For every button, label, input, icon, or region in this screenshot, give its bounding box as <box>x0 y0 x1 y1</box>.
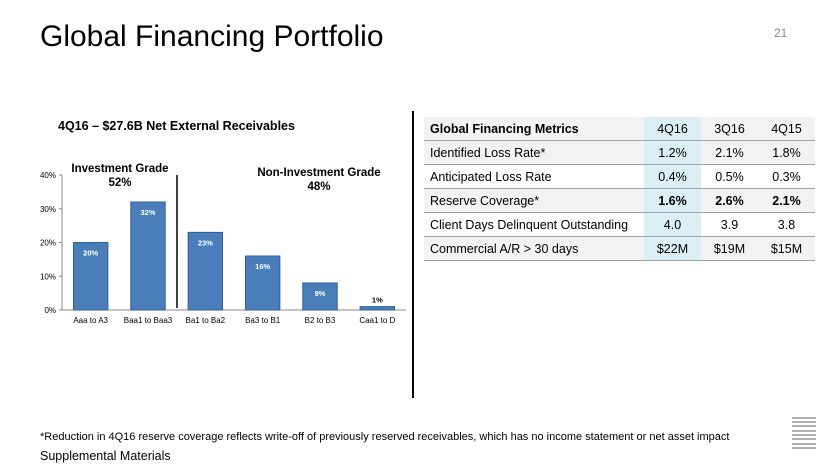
row-label: Commercial A/R > 30 days <box>424 236 644 261</box>
bar <box>302 282 338 311</box>
vertical-divider <box>412 111 414 398</box>
metrics-header-row: Global Financing Metrics 4Q16 3Q16 4Q15 <box>424 117 815 141</box>
chart-title: 4Q16 – $27.6B Net External Receivables <box>58 119 295 133</box>
chart-bars: 20% 32% 23% 16% 8% 1% <box>72 201 396 311</box>
receivables-bar-chart: 0% 10% 20% 30% 40% 20% 32% 23% 16% 8% 1% Aaa to A… <box>40 163 406 325</box>
cell-value: $19M <box>701 236 758 261</box>
bar <box>359 306 396 311</box>
x-tick-label: Caa1 to D <box>359 316 395 325</box>
x-tick-label: Aaa to A3 <box>73 316 108 325</box>
cell-value: 4.0 <box>644 212 701 237</box>
column-header: 3Q16 <box>701 117 758 141</box>
column-header: 4Q15 <box>758 117 815 141</box>
cell-value: 0.5% <box>701 164 758 189</box>
non-investment-grade-label: Non-Investment Grade <box>257 167 380 179</box>
row-label: Identified Loss Rate* <box>424 140 644 165</box>
cell-value: 0.4% <box>644 164 701 189</box>
row-label: Anticipated Loss Rate <box>424 164 644 189</box>
x-tick-label: Ba3 to B1 <box>245 316 281 325</box>
cell-value: 3.8 <box>758 212 815 237</box>
cell-value: 3.9 <box>701 212 758 237</box>
x-tick-label: Baa1 to Baa3 <box>124 316 173 325</box>
bar <box>72 242 109 311</box>
cell-value: 2.1% <box>701 140 758 165</box>
investment-grade-value: 52% <box>108 177 131 189</box>
cell-value: 0.3% <box>758 164 815 189</box>
investment-grade-label: Investment Grade <box>71 163 168 175</box>
cell-value: 2.6% <box>701 188 758 213</box>
bar-value-label: 8% <box>315 289 326 298</box>
y-tick-label: 20% <box>40 239 56 248</box>
y-tick-label: 10% <box>40 272 56 281</box>
table-row: Commercial A/R > 30 days $22M $19M $15M <box>424 236 815 261</box>
cell-value: 1.2% <box>644 140 701 165</box>
column-header: 4Q16 <box>644 117 701 141</box>
bar-value-label: 20% <box>83 249 98 258</box>
y-tick-label: 30% <box>40 205 56 214</box>
non-investment-grade-value: 48% <box>307 181 330 193</box>
bar-value-label: 23% <box>198 238 213 247</box>
bar-value-label: 1% <box>372 296 383 305</box>
bar-value-label: 32% <box>140 208 155 217</box>
slide-title: Global Financing Portfolio <box>40 20 384 53</box>
x-tick-label: B2 to B3 <box>305 316 336 325</box>
cell-value: $22M <box>644 236 701 261</box>
row-label: Client Days Delinquent Outstanding <box>424 212 644 237</box>
table-row: Client Days Delinquent Outstanding 4.0 3… <box>424 212 815 237</box>
cell-value: 1.8% <box>758 140 815 165</box>
x-tick-label: Ba1 to Ba2 <box>186 316 226 325</box>
ibm-logo-icon <box>792 417 816 449</box>
cell-value: $15M <box>758 236 815 261</box>
y-tick-label: 0% <box>44 306 56 315</box>
table-row: Anticipated Loss Rate 0.4% 0.5% 0.3% <box>424 164 815 189</box>
y-tick-label: 40% <box>40 171 56 180</box>
bar <box>130 201 166 311</box>
page-number: 21 <box>774 26 788 40</box>
table-row: Identified Loss Rate* 1.2% 2.1% 1.8% <box>424 140 815 165</box>
footer-text: Supplemental Materials <box>40 449 171 463</box>
metrics-table: Global Financing Metrics 4Q16 3Q16 4Q15 … <box>424 117 815 261</box>
table-row: Reserve Coverage* 1.6% 2.6% 2.1% <box>424 188 815 213</box>
bar <box>187 231 224 311</box>
footnote: *Reduction in 4Q16 reserve coverage refl… <box>40 431 730 443</box>
bar <box>244 255 281 311</box>
row-label: Reserve Coverage* <box>424 188 644 213</box>
chart-axes: 0% 10% 20% 30% 40% <box>40 171 406 315</box>
bar-value-label: 16% <box>255 262 270 271</box>
cell-value: 2.1% <box>758 188 815 213</box>
cell-value: 1.6% <box>644 188 701 213</box>
chart-x-labels: Aaa to A3 Baa1 to Baa3 Ba1 to Ba2 Ba3 to B1… <box>73 316 395 325</box>
metrics-table-title: Global Financing Metrics <box>424 117 644 141</box>
